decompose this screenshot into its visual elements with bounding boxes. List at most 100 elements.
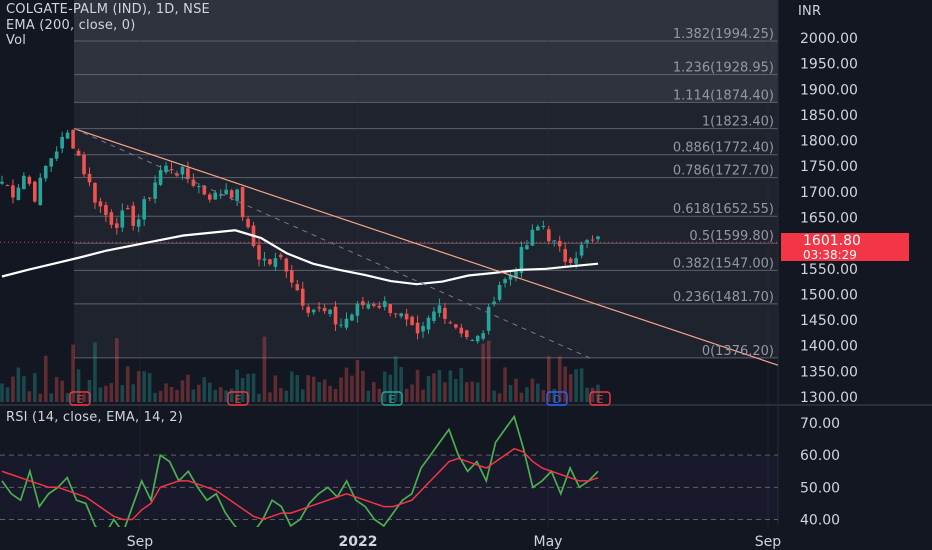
volume-bar: [514, 378, 518, 402]
candle-body: [218, 194, 223, 196]
volume-bar: [11, 376, 15, 402]
candle-body: [136, 219, 141, 227]
candle-body: [415, 322, 420, 334]
volume-bar: [350, 375, 354, 402]
candle-body: [596, 236, 600, 240]
candle-body: [180, 166, 185, 175]
candle-body: [295, 284, 300, 291]
volume-bar: [93, 342, 97, 402]
candle-body: [339, 324, 343, 326]
volume-bar: [508, 385, 513, 402]
candle-body: [464, 330, 469, 338]
price-tick-label: 1550.00: [800, 262, 858, 278]
volume-bar: [104, 385, 108, 402]
candle-body: [284, 258, 289, 272]
candle-body: [475, 335, 480, 342]
symbol-title[interactable]: COLGATE-PALM (IND), 1D, NSE: [6, 2, 210, 17]
candle-body: [568, 258, 573, 263]
candle-body: [366, 304, 371, 309]
volume-bar: [27, 391, 32, 402]
candle-body: [454, 324, 458, 328]
candle-body: [229, 190, 234, 198]
candle-body: [541, 225, 546, 228]
candle-body: [377, 305, 382, 308]
candle-body: [519, 247, 524, 273]
volume-bar: [251, 373, 256, 402]
candle-body: [5, 185, 10, 187]
volume-bar: [497, 393, 502, 402]
fib-label: 0.618(1652.55): [673, 202, 774, 217]
volume-bar: [317, 381, 321, 402]
candle-body: [322, 307, 327, 312]
volume-legend[interactable]: Vol: [6, 33, 27, 48]
volume-bar: [426, 376, 431, 402]
time-axis-band: [0, 527, 932, 550]
volume-bar: [284, 390, 289, 402]
fib-label: 0(1376.20): [702, 344, 774, 359]
volume-bar: [355, 359, 360, 402]
candle-body: [0, 181, 4, 184]
price-grid: [0, 0, 932, 527]
fib-label: 0.886(1772.40): [673, 141, 774, 156]
fib-upper-fill: [74, 0, 778, 103]
volume-bar: [115, 338, 119, 402]
volume-bar: [590, 387, 595, 402]
volume-bar: [448, 370, 453, 402]
ema-200-path: [1, 229, 599, 286]
price-tick-label: 1800.00: [800, 134, 858, 150]
rsi-tick-label: 60.00: [800, 448, 840, 464]
volume-bar: [579, 368, 584, 402]
volume-bar: [54, 376, 59, 402]
candle-body: [514, 270, 518, 279]
event-marker-box: [546, 391, 568, 406]
volume-bar: [207, 382, 212, 402]
volume-bar: [344, 367, 349, 402]
candle-body: [421, 326, 425, 332]
candle-body: [459, 327, 464, 334]
candle-body: [262, 258, 267, 261]
candle-body: [426, 317, 431, 330]
volume-bar: [109, 383, 114, 402]
candle-body: [142, 199, 146, 220]
volume-bar: [224, 390, 228, 402]
candle-body: [82, 154, 86, 175]
volume-bar: [574, 369, 578, 402]
candle-body: [98, 201, 103, 207]
event-marker-label: E: [77, 393, 84, 406]
candle-body: [93, 182, 97, 203]
trendlines[interactable]: [73, 128, 779, 366]
volume-bar: [339, 377, 343, 402]
volume-bar: [563, 366, 567, 402]
fibonacci-zone[interactable]: [74, 0, 778, 359]
volume-bar: [147, 373, 152, 402]
candle-body: [131, 205, 136, 226]
candle-body: [557, 240, 562, 247]
volume-bar: [470, 381, 475, 402]
candle-body: [448, 322, 453, 324]
candle-body: [27, 176, 32, 184]
price-tick-label: 1700.00: [800, 185, 858, 201]
volume-bar: [404, 388, 409, 402]
volume-bar: [246, 373, 250, 402]
volume-bar: [366, 390, 371, 402]
candlestick-series: [0, 129, 600, 344]
event-marker-label: E: [235, 393, 242, 406]
candle-body: [486, 306, 491, 331]
ema-legend[interactable]: EMA (200, close, 0): [6, 18, 136, 33]
volume-bar: [164, 383, 168, 402]
candle-body: [350, 314, 354, 321]
rsi-legend[interactable]: RSI (14, close, EMA, 14, 2): [6, 410, 184, 425]
candle-body: [109, 212, 114, 225]
time-axis[interactable]: Sep 2022 May Sep: [0, 527, 932, 550]
volume-bar: [333, 388, 338, 402]
volume-bar: [306, 375, 311, 402]
volume-bar: [464, 382, 469, 402]
candle-body: [546, 229, 551, 242]
currency-label: INR: [798, 4, 822, 19]
volume-bar: [218, 387, 223, 402]
candle-body: [470, 340, 475, 342]
volume-bar: [557, 356, 562, 402]
price-axis[interactable]: 2000.00 1950.00 1900.00 1850.00 1800.00 1750.…: [800, 31, 858, 529]
